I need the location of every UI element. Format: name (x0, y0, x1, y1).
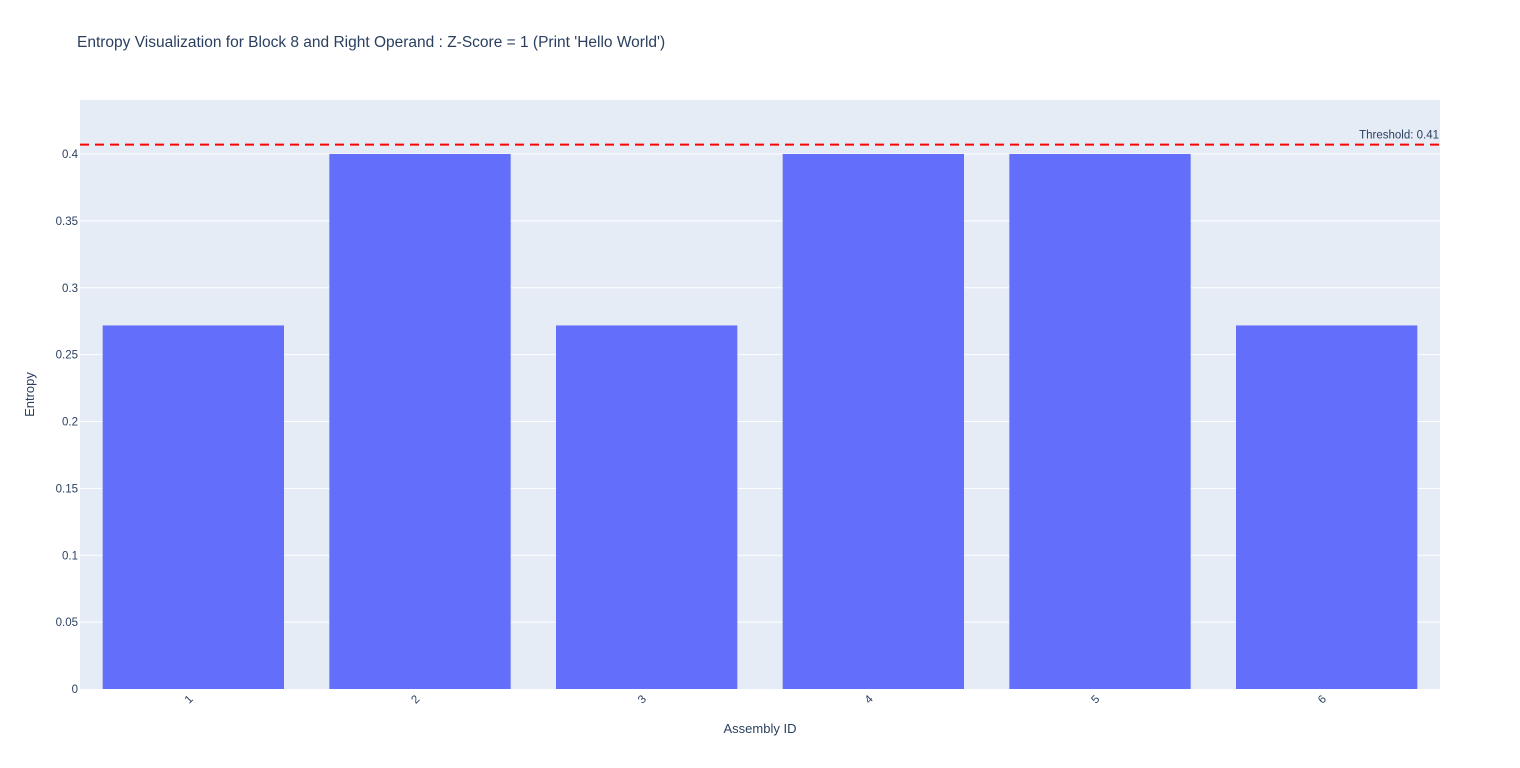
y-tick-label: 0.05 (56, 617, 78, 629)
y-tick-label: 0.35 (56, 216, 78, 228)
bar (556, 325, 738, 689)
y-tick-label: 0 (72, 684, 78, 696)
x-axis-ticks: 1 2 3 4 5 6 (183, 693, 1329, 706)
bar (1236, 325, 1418, 689)
x-tick-label: 6 (1316, 693, 1329, 706)
x-tick-label: 5 (1089, 693, 1102, 706)
plot-area (80, 100, 1440, 689)
x-axis-title: Assembly ID (724, 721, 797, 736)
threshold-label: Threshold: 0.41 (1359, 130, 1439, 142)
x-tick-label: 4 (863, 693, 876, 706)
bar (1009, 154, 1191, 689)
chart-title: Entropy Visualization for Block 8 and Ri… (77, 34, 666, 51)
x-tick-label: 3 (636, 693, 649, 706)
y-tick-label: 0.15 (56, 483, 78, 495)
y-tick-label: 0.25 (56, 350, 78, 362)
y-axis-title: Entropy (22, 372, 37, 417)
gridlines (80, 153, 1440, 623)
y-tick-label: 0.3 (62, 283, 78, 295)
bar (782, 154, 964, 689)
y-tick-label: 0.1 (62, 550, 78, 562)
bar (102, 325, 285, 689)
bars (102, 154, 1418, 689)
x-tick-label: 1 (183, 693, 196, 706)
y-tick-label: 0.4 (62, 149, 79, 161)
bar (329, 154, 511, 689)
y-axis-ticks: 0 0.05 0.1 0.15 0.2 0.25 0.3 0.35 0.4 (56, 149, 79, 696)
x-tick-label: 2 (409, 693, 422, 706)
y-tick-label: 0.2 (62, 417, 78, 429)
